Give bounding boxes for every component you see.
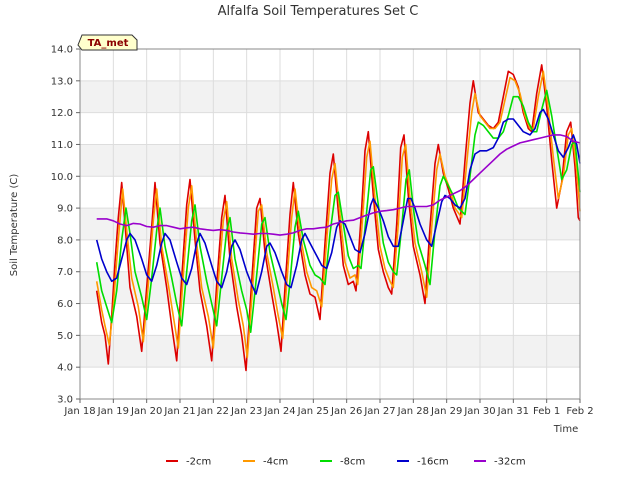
- series-line-2cmcm: [95, 64, 581, 372]
- ta-met-badge: TA_met: [77, 34, 138, 51]
- badge-box: [77, 34, 138, 51]
- x-tick-label: Jan 30: [463, 406, 495, 417]
- background-band: [80, 271, 580, 304]
- background-band: [80, 303, 580, 336]
- x-tick-label: Jan 19: [97, 406, 129, 417]
- background-band: [80, 49, 580, 81]
- background-band: [80, 112, 580, 145]
- x-axis-label: Time: [553, 424, 578, 435]
- x-tick-label: Jan 26: [330, 406, 362, 417]
- y-tick-label: 14.0: [51, 45, 73, 56]
- x-tick-label: Jan 25: [297, 406, 329, 417]
- legend: -2cm -4cm -8cm -16cm -32cm: [166, 457, 526, 468]
- y-axis-ticks: 3.0 4.0 5.0 6.0 7.0 8.0 9.0 10.0 11.0 12.0 13.0 14.…: [51, 45, 80, 406]
- series-line-4cmcm: [95, 70, 581, 359]
- y-tick-label: 3.0: [57, 395, 73, 406]
- x-axis-ticks: Jan 18 Jan 19 Jan 20 Jan 21 Jan 22 Jan 23 Jan …: [63, 399, 594, 417]
- y-tick-label: 8.0: [57, 235, 73, 246]
- y-tick-label: 13.0: [51, 76, 73, 87]
- series-line-8cmcm: [95, 89, 581, 333]
- x-tick-label: Jan 22: [197, 406, 229, 417]
- x-tick-label: Jan 24: [263, 406, 295, 417]
- x-tick-label: Jan 27: [363, 406, 395, 417]
- background-band: [80, 335, 580, 368]
- series-line-32cmcm: [96, 134, 581, 236]
- plot-border: [79, 48, 581, 400]
- legend-label: -32cm: [494, 457, 526, 468]
- y-tick-label: 4.0: [57, 363, 73, 374]
- y-tick-label: 9.0: [57, 204, 73, 215]
- chart-title: Alfalfa Soil Temperatures Set C: [218, 4, 419, 19]
- x-tick-label: Feb 1: [533, 406, 560, 417]
- x-tick-label: Jan 18: [63, 406, 95, 417]
- legend-label: -16cm: [417, 457, 449, 468]
- y-tick-label: 11.0: [51, 140, 73, 151]
- background-band: [80, 367, 580, 399]
- x-tick-label: Jan 20: [130, 406, 162, 417]
- y-tick-label: 12.0: [51, 108, 73, 119]
- x-tick-label: Jan 28: [397, 406, 429, 417]
- x-tick-label: Jan 31: [497, 406, 529, 417]
- series-line-16cmcm: [95, 108, 581, 295]
- y-tick-label: 7.0: [57, 267, 73, 278]
- x-tick-label: Jan 21: [163, 406, 195, 417]
- x-tick-label: Feb 2: [566, 406, 593, 417]
- y-tick-label: 5.0: [57, 331, 73, 342]
- legend-label: -4cm: [263, 457, 288, 468]
- legend-label: -8cm: [340, 457, 365, 468]
- x-tick-label: Jan 23: [230, 406, 262, 417]
- badge-label: TA_met: [88, 38, 129, 49]
- y-axis-label: Soil Temperature (C): [9, 174, 20, 277]
- series-layer: [95, 64, 581, 372]
- y-tick-label: 6.0: [57, 299, 73, 310]
- legend-label: -2cm: [186, 457, 211, 468]
- background-band: [80, 80, 580, 113]
- y-tick-label: 10.0: [51, 172, 73, 183]
- x-tick-label: Jan 29: [430, 406, 462, 417]
